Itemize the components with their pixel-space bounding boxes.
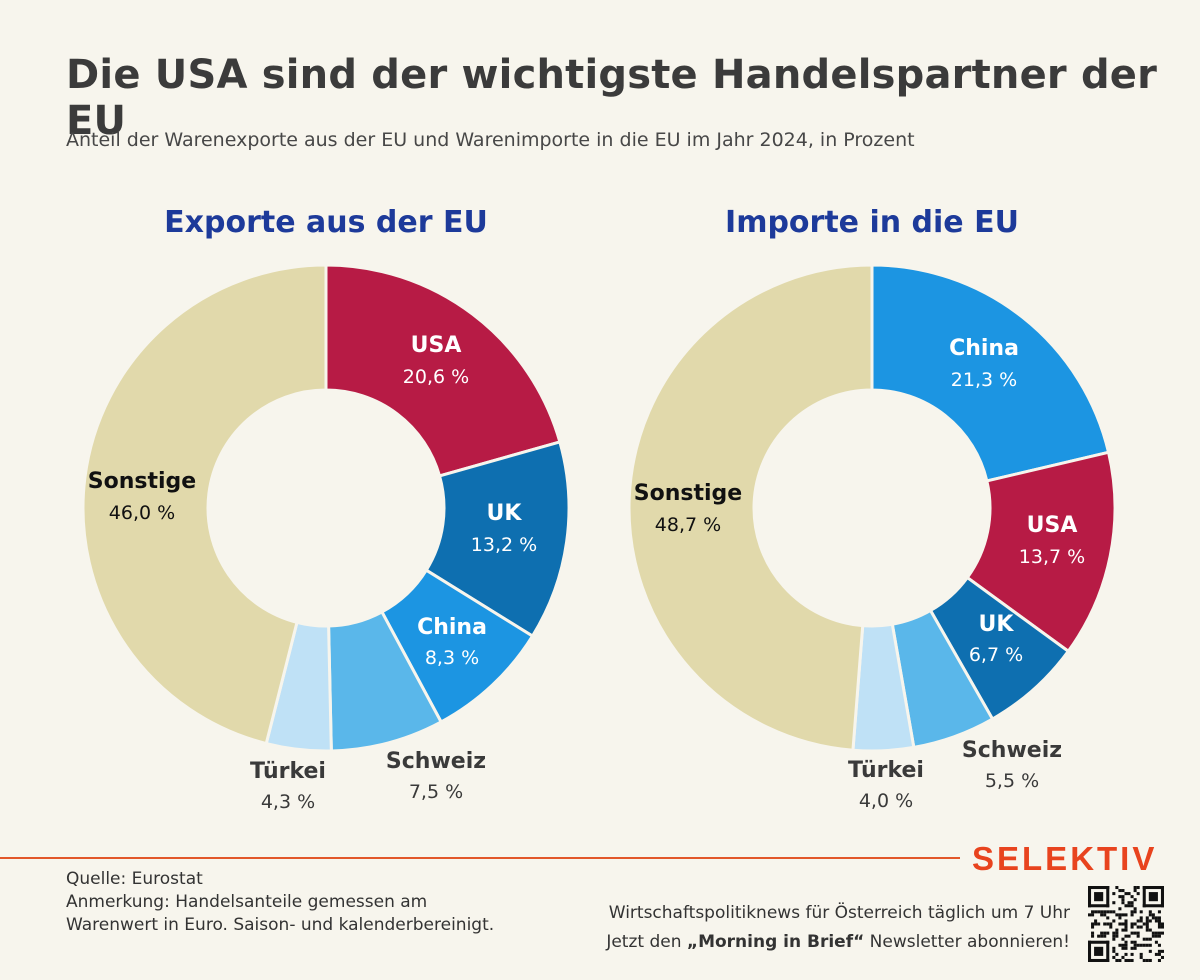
source-text: Quelle: Eurostat — [66, 869, 203, 889]
slice-label: UK — [487, 501, 523, 526]
slice-label: UK — [979, 612, 1015, 637]
promo-line-2[interactable]: Jetzt den „Morning in Brief“ Newsletter … — [606, 932, 1070, 952]
note-line-1: Anmerkung: Handelsanteile gemessen am — [66, 892, 428, 912]
slice-usa — [965, 450, 1117, 654]
footer-divider — [0, 857, 960, 859]
slice-value: 8,3 % — [425, 647, 479, 669]
slice-label: China — [949, 336, 1019, 361]
slice-value: 46,0 % — [109, 502, 175, 524]
qr-code-icon[interactable] — [1088, 886, 1164, 962]
slice-value: 4,3 % — [261, 791, 315, 813]
slice-value: 6,7 % — [969, 644, 1023, 666]
slice-value: 21,3 % — [951, 369, 1017, 391]
slice-usa — [324, 263, 562, 478]
slice-sonstige — [627, 263, 874, 752]
brand-logo: SELEKTIV — [972, 840, 1158, 877]
promo-line-1: Wirtschaftspolitiknews für Österreich tä… — [608, 903, 1070, 923]
note-line-2: Warenwert in Euro. Saison- und kalenderb… — [66, 915, 495, 935]
slice-value: 7,5 % — [409, 781, 463, 803]
slice-label: Schweiz — [386, 749, 486, 774]
slice-label: Sonstige — [88, 469, 196, 494]
slice-label: Sonstige — [634, 481, 742, 506]
promo-post: Newsletter abonnieren! — [864, 932, 1070, 952]
slice-value: 13,2 % — [471, 534, 537, 556]
chart-title-1: Exporte aus der EU — [164, 205, 488, 240]
slice-label: USA — [411, 333, 462, 358]
slice-value: 20,6 % — [403, 366, 469, 388]
promo-pre: Jetzt den — [606, 932, 687, 952]
slice-value: 48,7 % — [655, 514, 721, 536]
slice-label: Türkei — [250, 759, 326, 784]
page-title: Die USA sind der wichtigste Handelspartn… — [66, 52, 1158, 144]
slice-value: 5,5 % — [985, 770, 1039, 792]
slice-label: Türkei — [848, 758, 924, 783]
donut-charts: Exporte aus der EU USA 20,6 % UK 13,2 % China… — [81, 205, 1117, 813]
slice-china — [870, 263, 1111, 483]
slice-sonstige — [81, 263, 328, 746]
slice-uk — [424, 440, 571, 639]
slice-label: USA — [1027, 513, 1078, 538]
slice-value: 13,7 % — [1019, 546, 1085, 568]
slice-label: Schweiz — [962, 738, 1062, 763]
slice-value: 4,0 % — [859, 790, 913, 812]
page-subtitle: Anteil der Warenexporte aus der EU und W… — [66, 129, 915, 151]
newsletter-name: „Morning in Brief“ — [686, 932, 865, 952]
slice-label: China — [417, 615, 487, 640]
chart-title-2: Importe in die EU — [725, 205, 1019, 240]
